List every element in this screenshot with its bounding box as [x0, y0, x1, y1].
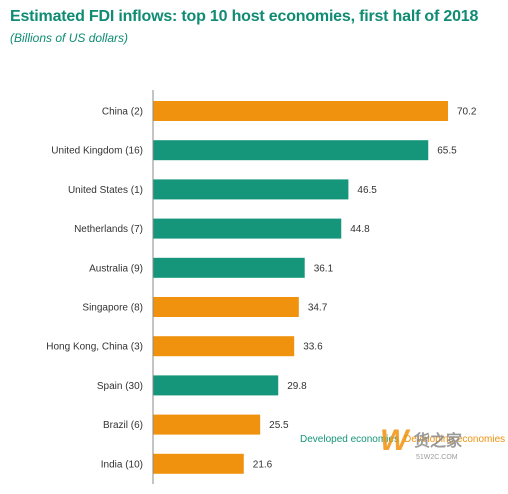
chart-subtitle: (Billions of US dollars) — [10, 31, 129, 45]
bar — [153, 101, 448, 121]
category-label: Australia (9) — [89, 263, 143, 274]
bar — [153, 453, 244, 474]
value-label: 44.8 — [350, 224, 370, 235]
value-label: 46.5 — [357, 185, 377, 196]
value-label: 33.6 — [303, 342, 323, 353]
value-label: 29.8 — [287, 381, 307, 392]
category-label: United Kingdom (16) — [51, 146, 143, 157]
category-label: Brazil (6) — [103, 420, 143, 431]
bar — [153, 257, 305, 278]
bar — [153, 297, 299, 317]
category-label: China (2) — [102, 107, 143, 118]
category-label: Netherlands (7) — [74, 224, 143, 235]
bar — [153, 179, 349, 200]
bar — [153, 414, 261, 435]
watermark-text: 货之家 — [414, 431, 463, 450]
category-label: Singapore (8) — [82, 303, 143, 314]
watermark-logo-w: W — [380, 424, 411, 457]
bar — [153, 218, 342, 239]
bar — [153, 336, 295, 357]
category-label: United States (1) — [68, 185, 143, 196]
chart-title: Estimated FDI inflows: top 10 host econo… — [10, 8, 479, 25]
value-label: 70.2 — [457, 107, 477, 118]
bar — [153, 140, 429, 161]
category-label: Spain (30) — [97, 381, 143, 392]
value-label: 25.5 — [269, 420, 289, 431]
value-label: 21.6 — [253, 459, 273, 470]
value-label: 36.1 — [314, 263, 334, 274]
legend-developed: Developed economies — [300, 434, 399, 445]
legend-developing: Developing economies — [404, 434, 505, 445]
category-label: Hong Kong, China (3) — [46, 342, 143, 353]
category-label: India (10) — [101, 459, 143, 470]
watermark-url: 51W2C.COM — [416, 454, 458, 461]
value-label: 34.7 — [308, 303, 328, 314]
bar — [153, 375, 279, 396]
value-label: 65.5 — [437, 146, 457, 157]
